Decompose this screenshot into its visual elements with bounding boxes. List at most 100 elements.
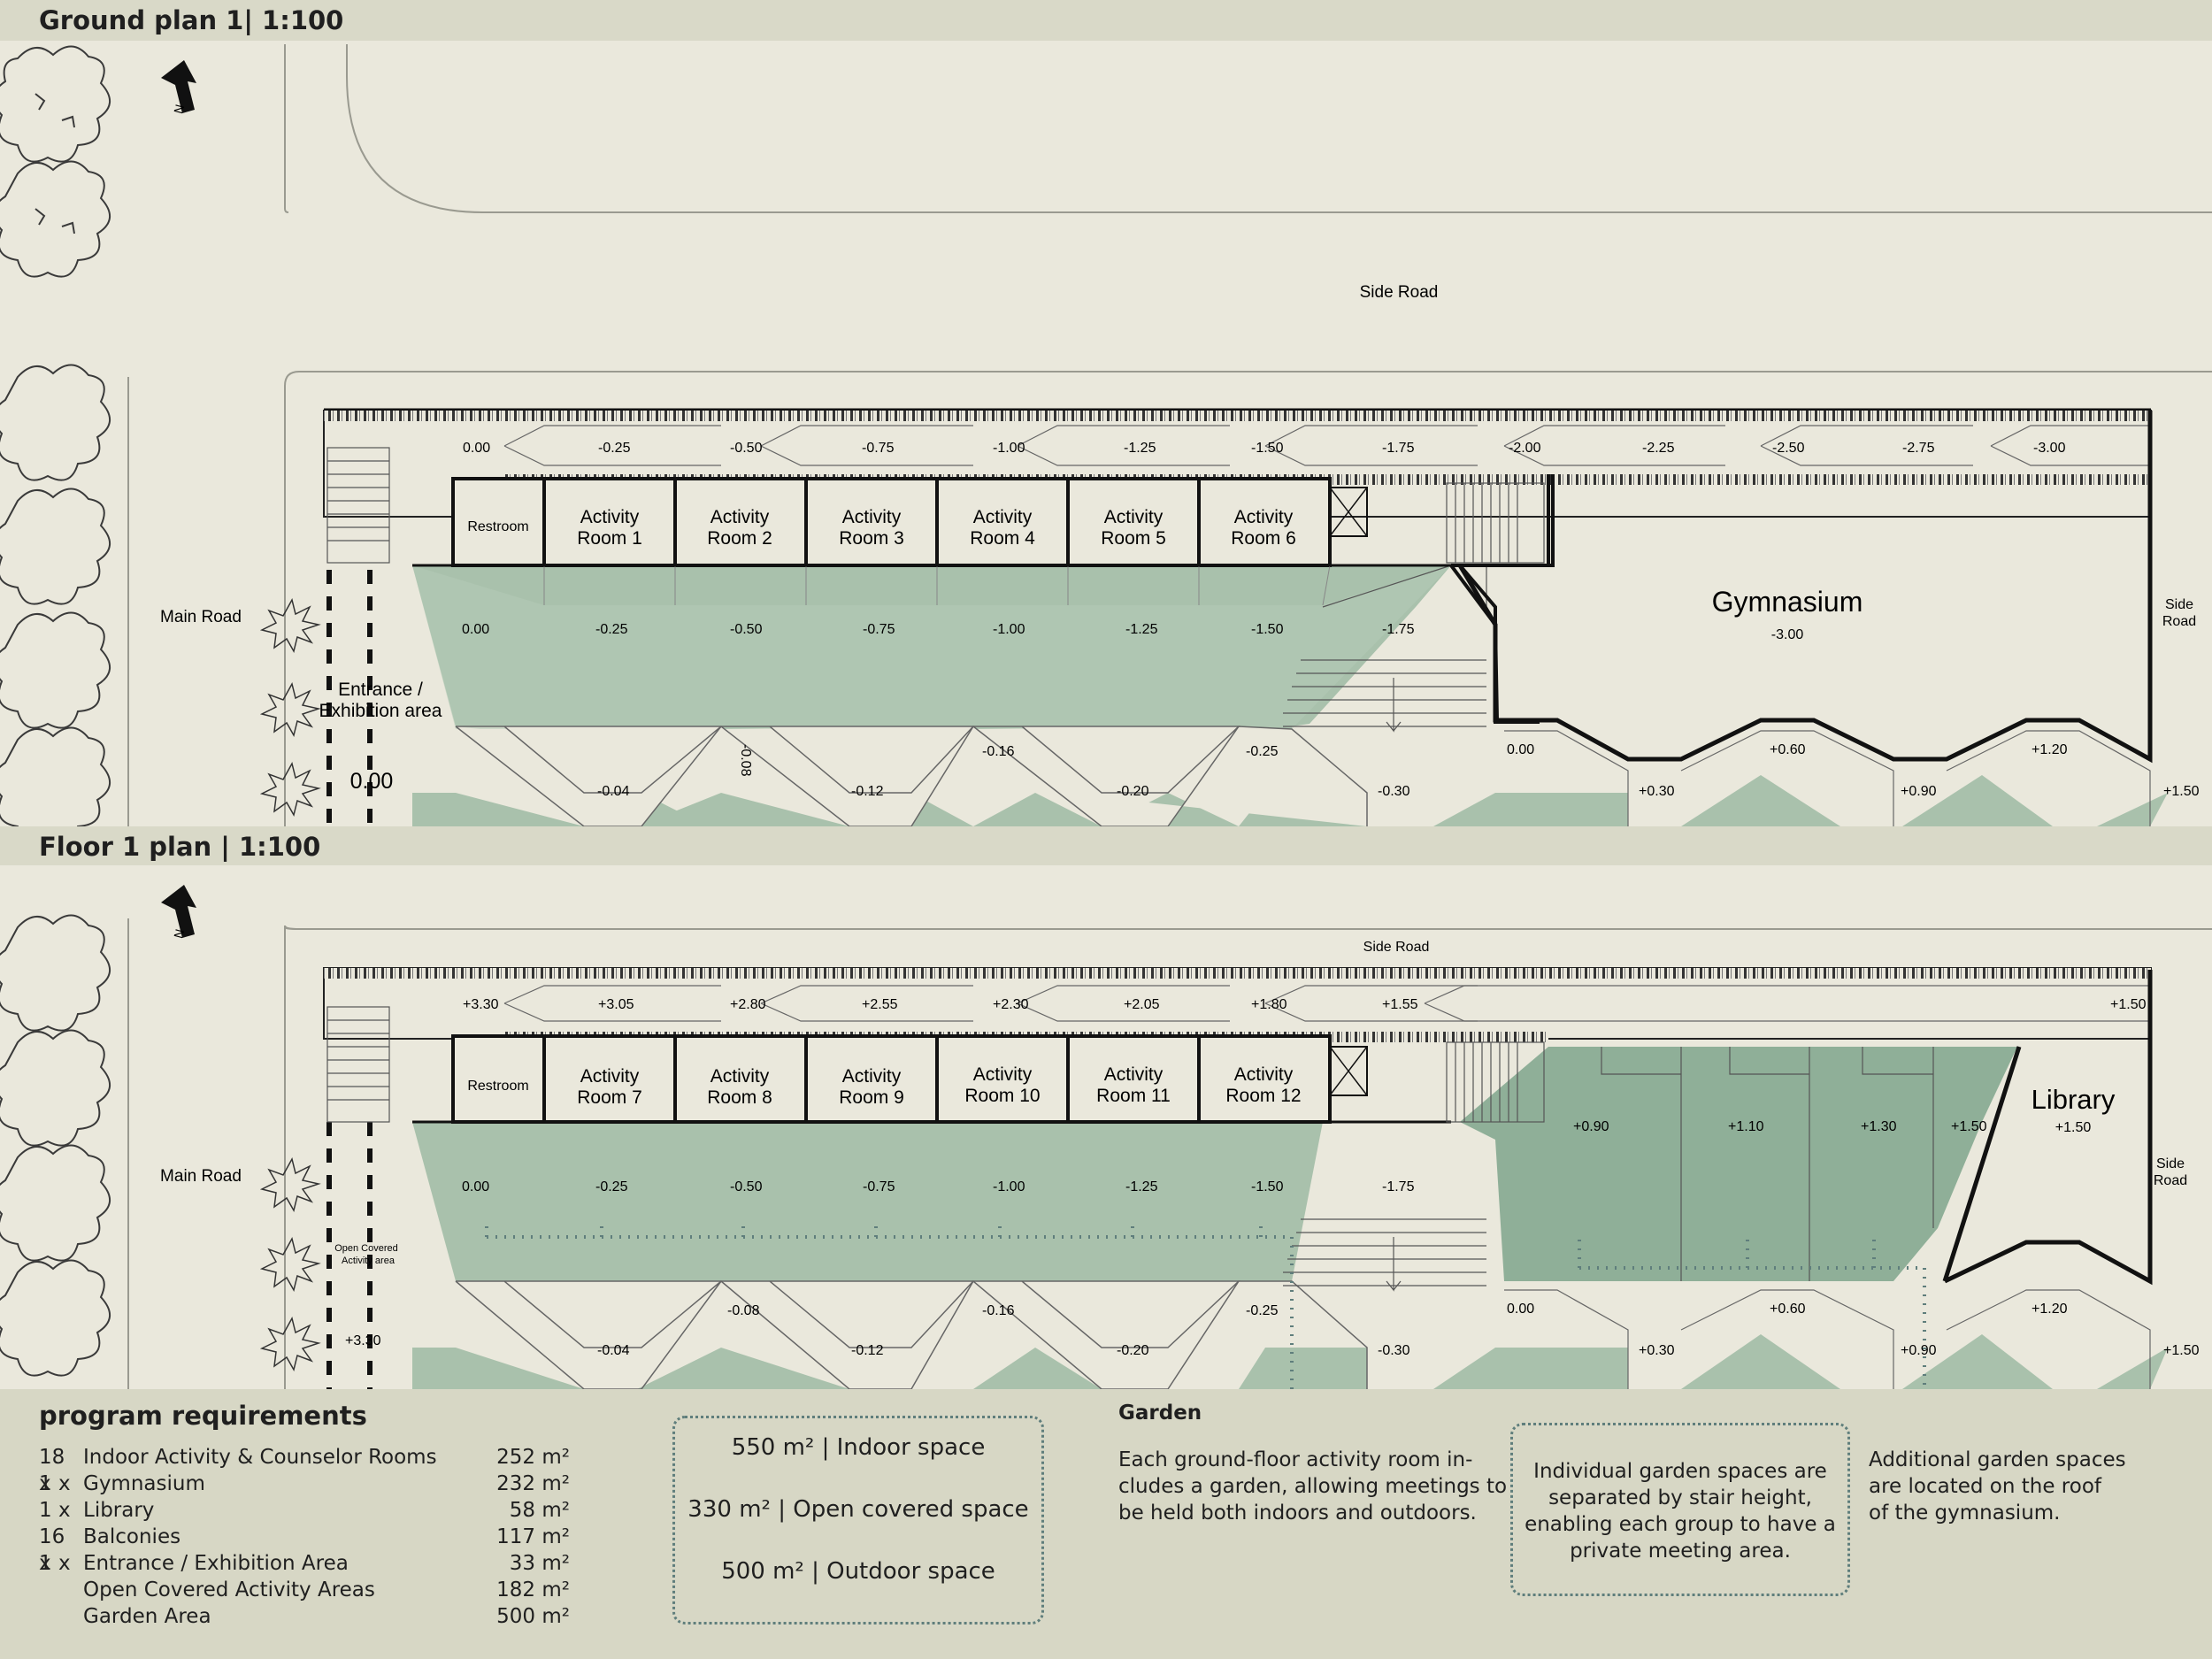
entrance-level: +3.30 bbox=[345, 1333, 381, 1348]
program-row: 1 x Library 58 m² bbox=[39, 1499, 570, 1522]
west-stair bbox=[326, 447, 390, 564]
svg-text:+1.10: +1.10 bbox=[1728, 1119, 1764, 1134]
ground-plan-title: Ground plan 1| 1:100 bbox=[39, 5, 344, 35]
svg-text:0.00: 0.00 bbox=[462, 1179, 489, 1194]
activity-rooms bbox=[451, 1034, 1332, 1124]
svg-text:Activity: Activity bbox=[1234, 507, 1294, 527]
tree-icon bbox=[0, 914, 111, 1377]
svg-text:+0.30: +0.30 bbox=[1639, 784, 1675, 799]
bollards bbox=[326, 1122, 373, 1389]
svg-text:+1.80: +1.80 bbox=[1251, 997, 1287, 1012]
svg-text:-1.50: -1.50 bbox=[1251, 441, 1284, 456]
north-arrow-icon: N bbox=[161, 885, 196, 940]
program-row: 18 x Indoor Activity & Counselor Rooms 252… bbox=[39, 1446, 570, 1495]
svg-text:-0.50: -0.50 bbox=[730, 441, 763, 456]
restroom-label: Restroom bbox=[467, 1079, 528, 1094]
gymnasium-level: -3.00 bbox=[1771, 627, 1804, 642]
ground-plan-band bbox=[0, 0, 2212, 41]
corridor-arrows bbox=[503, 985, 2150, 1022]
library-label: Library bbox=[2032, 1084, 2116, 1115]
tree-icon bbox=[0, 364, 111, 826]
svg-text:Room 12: Room 12 bbox=[1225, 1086, 1301, 1106]
side-road-label: Side Road bbox=[1360, 283, 1439, 302]
svg-text:+1.55: +1.55 bbox=[1382, 997, 1418, 1012]
svg-text:0.00: 0.00 bbox=[462, 622, 489, 637]
svg-text:Room 9: Room 9 bbox=[839, 1087, 904, 1108]
svg-text:+2.30: +2.30 bbox=[993, 997, 1029, 1012]
svg-text:-0.16: -0.16 bbox=[982, 744, 1015, 759]
svg-text:-0.30: -0.30 bbox=[1378, 784, 1410, 799]
svg-text:-0.08: -0.08 bbox=[727, 1303, 760, 1318]
ramp-levels: -0.04 -0.08 -0.12 -0.16 -0.20 -0.25 -0.3… bbox=[597, 1303, 1410, 1358]
svg-text:-0.25: -0.25 bbox=[1246, 1303, 1279, 1318]
space-summary-box: 550 m² | Indoor space 330 m² | Open cove… bbox=[672, 1416, 1044, 1624]
open-covered-space: 330 m² | Open covered space bbox=[687, 1496, 1029, 1523]
svg-text:+1.50: +1.50 bbox=[1951, 1119, 1987, 1134]
library-wall bbox=[1942, 970, 2153, 1286]
gym-steps bbox=[1504, 730, 2151, 826]
svg-text:+0.90: +0.90 bbox=[1901, 784, 1937, 799]
plant-icon bbox=[259, 1156, 321, 1371]
svg-text:Activity: Activity bbox=[1234, 1064, 1294, 1085]
roof-garden-dividers bbox=[1601, 1047, 1934, 1281]
program-row: 1 x Gymnasium 232 m² bbox=[39, 1472, 570, 1495]
svg-text:-0.50: -0.50 bbox=[730, 622, 763, 637]
svg-text:Room 10: Room 10 bbox=[964, 1086, 1040, 1106]
indoor-space: 550 m² | Indoor space bbox=[731, 1434, 986, 1461]
tree-icon bbox=[0, 45, 111, 278]
svg-text:+0.60: +0.60 bbox=[1770, 1302, 1806, 1317]
garden-note: Each ground-floor activity room in- clud… bbox=[1118, 1448, 1508, 1525]
svg-text:Activity: Activity bbox=[842, 507, 902, 527]
garden-area bbox=[412, 565, 1451, 729]
library-level: +1.50 bbox=[2055, 1120, 2092, 1135]
svg-text:Activity: Activity bbox=[710, 507, 770, 527]
svg-text:Activity: Activity bbox=[580, 1066, 640, 1087]
svg-text:+3.30: +3.30 bbox=[463, 997, 499, 1012]
svg-text:-0.75: -0.75 bbox=[863, 622, 895, 637]
main-road-label: Main Road bbox=[160, 1167, 242, 1186]
svg-text:+2.80: +2.80 bbox=[730, 997, 766, 1012]
svg-text:Room 6: Room 6 bbox=[1231, 528, 1296, 549]
garden-levels: 0.00 -0.25 -0.50 -0.75 -1.00 -1.25 -1.50… bbox=[462, 1179, 1415, 1194]
svg-text:-0.25: -0.25 bbox=[598, 441, 631, 456]
gym-step-levels: 0.00 +0.30 +0.60 +0.90 +1.20 +1.50 bbox=[1507, 742, 2200, 799]
ground-plan-drawing: N bbox=[0, 44, 2212, 826]
svg-text:-1.00: -1.00 bbox=[993, 622, 1025, 637]
floor1-plan-band bbox=[0, 826, 2212, 865]
elevator-icon bbox=[1329, 487, 1368, 537]
gym-stair bbox=[1446, 1041, 1545, 1123]
svg-text:0.00: 0.00 bbox=[1507, 742, 1534, 757]
svg-text:-1.75: -1.75 bbox=[1382, 441, 1415, 456]
svg-text:-0.20: -0.20 bbox=[1117, 784, 1149, 799]
program-row: 1 x Entrance / Exhibition Area 33 m² bbox=[39, 1552, 570, 1575]
svg-text:-0.12: -0.12 bbox=[851, 784, 884, 799]
svg-text:+1.50: +1.50 bbox=[2163, 1343, 2200, 1358]
road-curb bbox=[284, 371, 2212, 826]
elevator-icon bbox=[1329, 1046, 1368, 1096]
svg-text:Room 4: Room 4 bbox=[970, 528, 1035, 549]
svg-text:+1.50: +1.50 bbox=[2163, 784, 2200, 799]
svg-text:Room 11: Room 11 bbox=[1096, 1086, 1171, 1106]
svg-text:-0.20: -0.20 bbox=[1117, 1343, 1149, 1358]
side-road-right-label: Road bbox=[2154, 1173, 2187, 1188]
garden-area-dark bbox=[1460, 1047, 2017, 1281]
svg-text:-1.00: -1.00 bbox=[993, 441, 1025, 456]
floor1-plan-drawing: N bbox=[0, 885, 2212, 1389]
entrance-level: 0.00 bbox=[350, 769, 394, 794]
main-road-label: Main Road bbox=[160, 608, 242, 626]
svg-text:-2.50: -2.50 bbox=[1772, 441, 1805, 456]
north-arrow-icon: N bbox=[161, 60, 196, 115]
corridor-hatch bbox=[1416, 474, 2150, 485]
side-road-right-label: Side bbox=[2165, 597, 2193, 612]
svg-text:+1.50: +1.50 bbox=[2110, 997, 2147, 1012]
svg-text:-1.50: -1.50 bbox=[1251, 622, 1284, 637]
corridor bbox=[323, 967, 2152, 1040]
svg-text:+0.90: +0.90 bbox=[1573, 1119, 1609, 1134]
svg-text:-2.75: -2.75 bbox=[1902, 441, 1935, 456]
program-row: Open Covered Activity Areas 182 m² bbox=[83, 1578, 570, 1601]
svg-text:-2.00: -2.00 bbox=[1509, 441, 1541, 456]
svg-text:Open Covered: Open Covered bbox=[334, 1243, 398, 1254]
plant-icon bbox=[259, 597, 321, 817]
